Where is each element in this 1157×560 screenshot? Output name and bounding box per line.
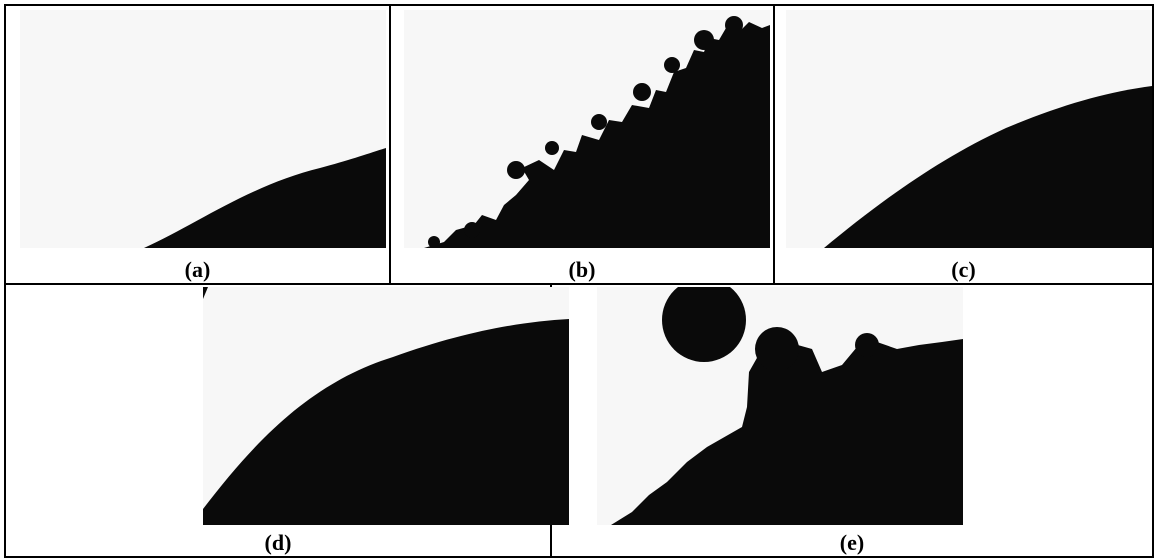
panel-c-caption: (c) [951,257,976,282]
table-divider-middle [4,283,1154,285]
table-divider-bc [773,4,775,285]
table-border-top [4,4,1154,6]
table-border-left [4,4,6,558]
panel-d-image [203,287,569,525]
table-divider-ab [389,4,391,285]
panel-d-caption: (d) [264,530,292,555]
panel-b-image [404,10,770,248]
panel-c-image [786,10,1152,248]
panel-e-image [597,287,963,525]
panel-b-caption: (b) [568,257,596,282]
panel-a-caption: (a) [184,257,211,282]
table-border-right [1152,4,1154,558]
panel-e-caption: (e) [839,530,865,555]
panel-a-image [20,10,386,248]
table-border-bottom [4,556,1154,558]
